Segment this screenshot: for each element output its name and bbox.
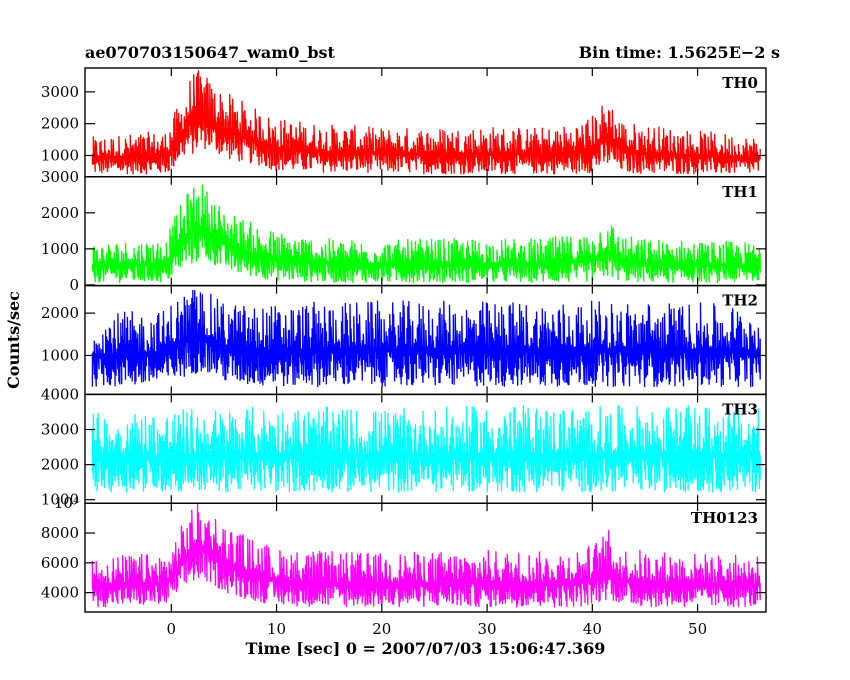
series-label-th1: TH1 <box>722 183 758 201</box>
ytick-label-th0123-6000: 6000 <box>41 554 79 572</box>
series-th0-trace <box>91 70 761 175</box>
ytick-label-th0123-10000: 10⁴ <box>54 494 79 512</box>
series-label-th3: TH3 <box>722 400 758 418</box>
series-th3-trace <box>91 404 761 493</box>
x-axis-label: Time [sec] 0 = 2007/07/03 15:06:47.369 <box>246 639 606 658</box>
series-label-th0: TH0 <box>722 74 758 92</box>
y-axis-label: Counts/sec <box>4 291 23 389</box>
ytick-label-th3-3000: 3000 <box>41 420 79 438</box>
xtick-label-40: 40 <box>583 620 602 638</box>
ytick-label-th1-2000: 2000 <box>41 204 79 222</box>
series-th2-trace <box>91 289 761 388</box>
ytick-label-th1-3000: 3000 <box>41 168 79 186</box>
series-th0123-trace <box>91 503 761 608</box>
xtick-label-30: 30 <box>478 620 497 638</box>
bin-time-label: Bin time: 1.5625E−2 s <box>578 43 780 62</box>
ytick-label-th2-2000: 2000 <box>41 304 79 322</box>
ytick-label-th3-1000: 1000 <box>41 491 79 509</box>
series-th1-trace <box>91 184 761 284</box>
ytick-label-th1-1000: 1000 <box>41 240 79 258</box>
panel-th0123-frame <box>84 502 767 613</box>
xtick-label-10: 10 <box>267 620 286 638</box>
ytick-label-th1-0: 0 <box>69 276 79 294</box>
ytick-label-th3-2000: 2000 <box>41 456 79 474</box>
xtick-label-0: 0 <box>167 620 177 638</box>
ytick-label-th2-1000: 1000 <box>41 346 79 364</box>
ytick-label-th0123-8000: 8000 <box>41 524 79 542</box>
ytick-label-th0123-4000: 4000 <box>41 584 79 602</box>
xtick-label-50: 50 <box>688 620 707 638</box>
series-label-th2: TH2 <box>722 292 758 310</box>
chart-title: ae070703150647_wam0_bst <box>85 43 335 62</box>
ytick-label-th0-2000: 2000 <box>41 115 79 133</box>
xtick-label-20: 20 <box>372 620 391 638</box>
series-label-th0123: TH0123 <box>691 509 758 527</box>
ytick-label-th0-3000: 3000 <box>41 83 79 101</box>
ytick-label-th0-1000: 1000 <box>41 146 79 164</box>
ytick-label-th3-4000: 4000 <box>41 385 79 403</box>
